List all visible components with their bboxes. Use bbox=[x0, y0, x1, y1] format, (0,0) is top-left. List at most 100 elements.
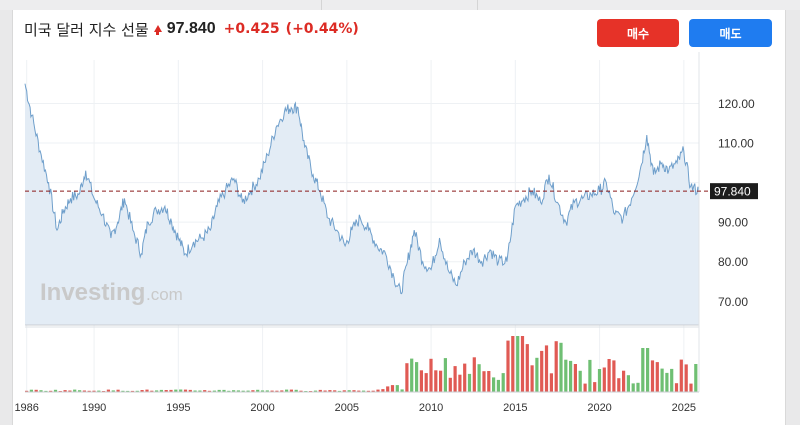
volume-bar bbox=[694, 364, 698, 392]
volume-bar bbox=[313, 390, 318, 392]
volume-bar bbox=[376, 389, 380, 392]
volume-bar bbox=[232, 390, 236, 392]
volume-bar bbox=[265, 390, 269, 392]
x-tick-label: 2015 bbox=[503, 402, 527, 414]
volume-bar bbox=[150, 390, 154, 392]
volume-bar bbox=[501, 373, 505, 392]
volume-bar bbox=[415, 362, 419, 392]
volume-bar bbox=[487, 371, 491, 392]
volume-bar bbox=[689, 383, 693, 392]
volume-bar bbox=[549, 373, 553, 392]
sell-button[interactable]: 매도 bbox=[689, 19, 772, 47]
volume-bar bbox=[453, 366, 457, 392]
volume-bar bbox=[626, 375, 630, 392]
volume-bar bbox=[333, 390, 337, 392]
volume-bar bbox=[328, 390, 332, 392]
volume-bar bbox=[299, 390, 303, 392]
volume-bar bbox=[405, 363, 409, 392]
volume-bar bbox=[63, 390, 67, 392]
volume-bar bbox=[323, 390, 327, 392]
instrument-header: 미국 달러 지수 선물 97.840 +0.425 (+0.44%) bbox=[24, 18, 359, 40]
volume-bar bbox=[424, 373, 428, 392]
volume-bar bbox=[660, 368, 664, 392]
volume-bar bbox=[443, 358, 447, 392]
volume-bar bbox=[458, 374, 462, 392]
volume-bar bbox=[439, 370, 443, 392]
volume-bar bbox=[126, 390, 130, 392]
volume-bar bbox=[650, 360, 655, 392]
volume-bar bbox=[400, 389, 404, 392]
volume-bar bbox=[294, 389, 298, 392]
volume-bar bbox=[597, 369, 602, 392]
volume-bar bbox=[78, 390, 82, 392]
series-area bbox=[25, 83, 699, 325]
volume-bar bbox=[496, 379, 500, 392]
volume-bar bbox=[381, 389, 385, 392]
volume-bar bbox=[371, 390, 375, 392]
volume-bar bbox=[207, 390, 212, 392]
volume-bar bbox=[386, 386, 390, 392]
volume-bar bbox=[530, 365, 534, 392]
volume-bar bbox=[679, 359, 683, 392]
watermark-suffix: .com bbox=[146, 285, 183, 304]
volume-bar bbox=[419, 370, 423, 392]
volume-bar bbox=[155, 390, 159, 392]
volume-bar bbox=[506, 340, 510, 392]
volume-bar bbox=[106, 389, 110, 392]
volume-bar bbox=[564, 359, 568, 392]
price-change: +0.425 bbox=[223, 21, 280, 37]
volume-bar bbox=[198, 390, 202, 392]
volume-bar bbox=[463, 363, 467, 392]
volume-bar bbox=[593, 382, 597, 392]
volume-bar bbox=[602, 367, 606, 392]
volume-bar bbox=[410, 358, 414, 392]
watermark-brand: Investing bbox=[40, 279, 145, 306]
y-tick-label: 110.00 bbox=[718, 137, 754, 151]
current-price-label: 97.840 bbox=[714, 185, 751, 199]
y-tick-label: 80.00 bbox=[718, 255, 748, 269]
volume-bar bbox=[169, 389, 173, 392]
volume-bar bbox=[44, 390, 48, 392]
volume-bar bbox=[53, 389, 58, 392]
volume-bar bbox=[607, 359, 611, 392]
volume-bar bbox=[39, 390, 43, 392]
volume-bar bbox=[516, 336, 520, 392]
volume-bar bbox=[554, 341, 558, 392]
series-line bbox=[24, 83, 700, 295]
volume-bar bbox=[636, 382, 640, 392]
volume-bar bbox=[544, 345, 549, 392]
volume-bar bbox=[159, 389, 163, 392]
volume-bar bbox=[82, 390, 86, 392]
volume-bar bbox=[357, 390, 361, 392]
volume-bar bbox=[482, 371, 486, 392]
volume-bar bbox=[203, 390, 207, 392]
volume-bar bbox=[434, 370, 438, 392]
volume-bar bbox=[583, 383, 587, 392]
volume-bar bbox=[641, 348, 645, 392]
up-triangle-icon bbox=[153, 24, 162, 35]
volume-bar bbox=[285, 389, 289, 392]
volume-bar bbox=[135, 390, 139, 392]
volume-bar bbox=[366, 390, 370, 392]
top-strip bbox=[0, 0, 800, 10]
volume-bar bbox=[145, 389, 149, 392]
volume-bar bbox=[73, 389, 77, 392]
volume-bar bbox=[535, 357, 539, 392]
volume-bar bbox=[164, 390, 168, 392]
volume-bar bbox=[140, 390, 144, 392]
volume-bar bbox=[578, 370, 582, 392]
volume-bar bbox=[275, 390, 279, 392]
strip-divider bbox=[321, 0, 322, 10]
volume-bar bbox=[251, 390, 255, 392]
buy-button[interactable]: 매수 bbox=[597, 19, 679, 47]
volume-bar bbox=[646, 348, 650, 392]
volume-bar bbox=[559, 342, 563, 392]
volume-bar bbox=[342, 390, 346, 392]
volume-bar bbox=[525, 344, 529, 392]
volume-bar bbox=[179, 389, 183, 392]
volume-bar bbox=[477, 364, 481, 392]
volume-bar bbox=[111, 390, 115, 392]
volume-bar bbox=[174, 389, 178, 392]
volume-bar bbox=[492, 377, 496, 392]
